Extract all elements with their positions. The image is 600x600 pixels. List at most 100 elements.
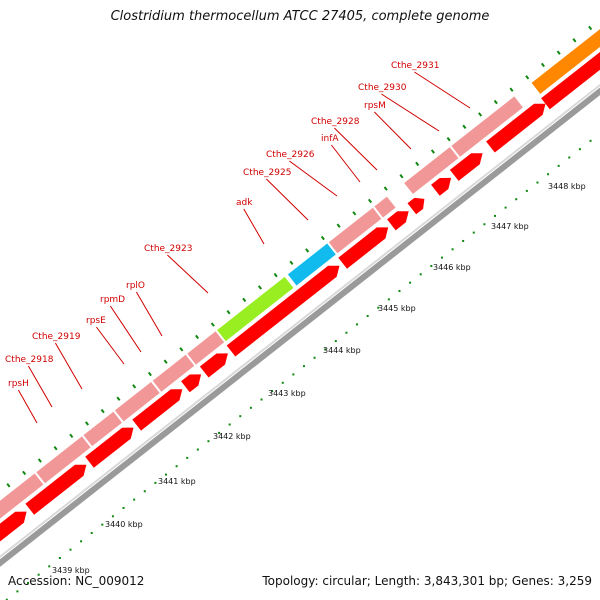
- minor-tick: [536, 181, 539, 184]
- minor-tick: [164, 473, 167, 476]
- label-leader: [374, 111, 412, 150]
- gene-feature-arrow: [0, 511, 27, 542]
- minor-tick: [398, 290, 401, 293]
- gene-label: Cthe_2923: [144, 244, 192, 254]
- minor-tick: [324, 348, 327, 351]
- gene-label: adk: [236, 198, 253, 208]
- minor-tick: [440, 256, 443, 259]
- minor-tick: [409, 281, 412, 284]
- minor-tick: [260, 398, 263, 401]
- scale-label: 3448 kbp: [548, 182, 586, 191]
- gene-feature: [328, 207, 382, 254]
- gene-label: rpsM: [364, 101, 386, 111]
- tick-mark: [572, 38, 577, 43]
- tick-mark: [383, 186, 388, 191]
- tick-mark: [147, 371, 152, 377]
- backbone-line: [0, 87, 600, 567]
- gene-feature-arrow: [85, 427, 134, 468]
- minor-tick: [313, 356, 316, 359]
- tick-mark: [446, 136, 451, 142]
- minor-tick: [387, 298, 390, 301]
- minor-tick: [334, 340, 337, 343]
- scale-label: 3447 kbp: [491, 222, 529, 231]
- minor-tick: [16, 590, 19, 593]
- scale-label: 3445 kbp: [378, 304, 416, 313]
- gene-feature: [187, 331, 225, 365]
- minor-tick: [154, 481, 157, 484]
- gene-feature-arrow: [226, 265, 340, 357]
- tick-mark: [226, 310, 231, 315]
- gene-label: Cthe_2931: [391, 61, 439, 71]
- gene-label: Cthe_2925: [243, 168, 291, 178]
- minor-tick: [451, 248, 454, 251]
- minor-tick: [175, 465, 178, 468]
- minor-tick: [207, 440, 210, 443]
- tick-mark: [289, 260, 294, 265]
- minor-tick: [557, 164, 560, 167]
- gene-feature: [404, 147, 459, 194]
- tick-mark: [588, 25, 593, 31]
- tick-mark: [368, 198, 373, 204]
- minor-tick: [143, 490, 146, 493]
- tick-mark: [462, 124, 467, 129]
- label-leader: [381, 93, 440, 132]
- scale-label: 3441 kbp: [158, 477, 196, 486]
- gene-feature: [217, 276, 294, 342]
- backbone: [0, 83, 600, 567]
- tick-mark: [100, 408, 105, 414]
- minor-tick: [218, 431, 221, 434]
- tick-mark: [257, 285, 262, 290]
- tick-mark: [399, 174, 404, 179]
- tick-mark: [525, 75, 530, 80]
- label-leader: [27, 365, 53, 408]
- minor-tick: [111, 515, 114, 518]
- tick-mark: [493, 99, 498, 105]
- minor-tick: [494, 214, 497, 217]
- gene-feature: [36, 436, 91, 484]
- minor-tick: [568, 156, 571, 159]
- minor-tick: [281, 381, 284, 384]
- minor-tick: [462, 239, 465, 242]
- minor-tick: [27, 582, 30, 585]
- gene-label: rpsH: [8, 379, 29, 389]
- minor-tick: [37, 573, 40, 576]
- gene-feature-arrow: [25, 464, 87, 515]
- gene-label: rpsE: [86, 316, 106, 326]
- gene-label: Cthe_2918: [5, 355, 54, 365]
- gene-feature: [531, 29, 600, 94]
- minor-tick: [122, 506, 125, 509]
- minor-tick: [239, 415, 242, 418]
- scale-label: 3440 kbp: [105, 520, 143, 529]
- minor-tick: [589, 139, 592, 142]
- gene-feature: [152, 354, 195, 392]
- accession-text: Accession: NC_009012: [8, 574, 145, 588]
- label-leader: [167, 254, 209, 294]
- tick-mark: [116, 396, 121, 401]
- minor-tick: [547, 173, 550, 176]
- tick-mark: [69, 433, 74, 439]
- scale-label: 3446 kbp: [433, 263, 471, 272]
- label-leader: [17, 389, 38, 424]
- label-leaders: [17, 71, 471, 424]
- tick-mark: [132, 384, 137, 389]
- label-leader: [266, 178, 309, 221]
- tick-mark: [430, 149, 435, 154]
- scale-label: 3442 kbp: [213, 432, 251, 441]
- gene-feature-arrow: [199, 353, 228, 378]
- tick-mark: [478, 112, 483, 117]
- gene-feature-arrow: [486, 103, 546, 153]
- gene-feature-arrow: [387, 211, 409, 231]
- tick-mark: [163, 359, 168, 364]
- gene-feature-arrow: [431, 177, 452, 196]
- minor-tick: [504, 206, 507, 209]
- label-leader: [414, 71, 471, 109]
- tick-mark: [273, 272, 278, 278]
- gene-feature: [114, 382, 160, 422]
- gene-label: Cthe_2928: [311, 117, 360, 127]
- gene-feature-arrow: [181, 374, 202, 393]
- gene-feature-arrow: [541, 51, 600, 110]
- gene-label: rplO: [126, 281, 145, 291]
- minor-tick: [58, 557, 61, 560]
